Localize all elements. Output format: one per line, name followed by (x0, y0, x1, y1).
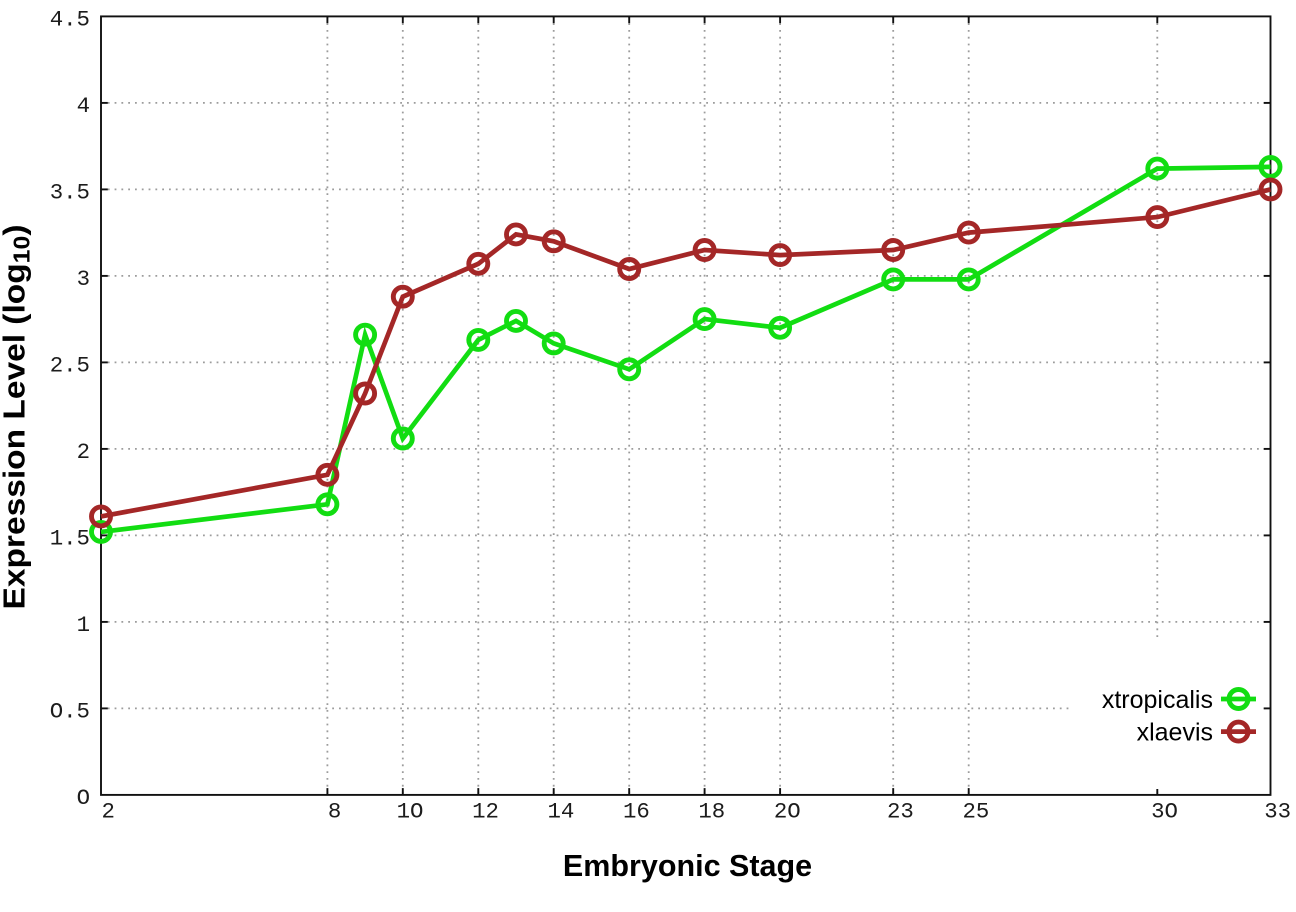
svg-text:4: 4 (77, 93, 90, 119)
svg-text:1O: 1O (397, 798, 424, 824)
svg-text:23: 23 (887, 798, 914, 824)
svg-text:Expression Level (log10): Expression Level (log10) (0, 225, 35, 610)
svg-text:14: 14 (547, 798, 574, 824)
svg-text:xtropicalis: xtropicalis (1102, 686, 1213, 714)
svg-text:3.5: 3.5 (50, 179, 90, 205)
svg-text:12: 12 (472, 798, 499, 824)
svg-text:16: 16 (623, 798, 650, 824)
svg-text:O: O (77, 785, 90, 811)
svg-text:33: 33 (1264, 798, 1291, 824)
svg-text:18: 18 (698, 798, 725, 824)
svg-text:Embryonic Stage: Embryonic Stage (563, 849, 812, 883)
svg-text:4.5: 4.5 (50, 6, 90, 32)
svg-text:3: 3 (77, 266, 90, 292)
svg-text:xlaevis: xlaevis (1137, 719, 1213, 747)
svg-text:2: 2 (101, 798, 114, 824)
svg-text:1.5: 1.5 (50, 525, 90, 551)
svg-text:3O: 3O (1151, 798, 1178, 824)
svg-text:1: 1 (77, 612, 90, 638)
svg-text:2: 2 (77, 439, 90, 465)
svg-text:2O: 2O (774, 798, 801, 824)
svg-text:O.5: O.5 (50, 698, 90, 724)
svg-text:2.5: 2.5 (50, 352, 90, 378)
svg-text:8: 8 (328, 798, 341, 824)
svg-text:25: 25 (962, 798, 989, 824)
